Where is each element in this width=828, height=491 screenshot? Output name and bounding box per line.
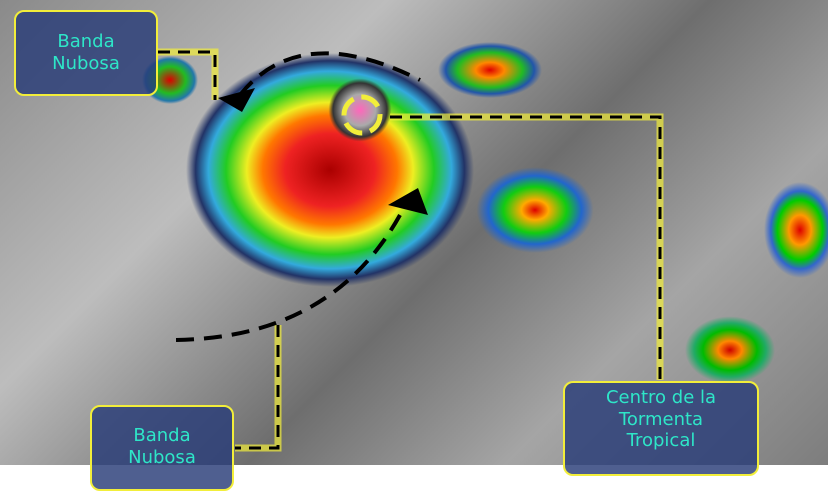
spiral-arc-top <box>238 51 421 97</box>
label-band-top-line1: Banda <box>57 31 115 53</box>
label-band-bottom-line1: Banda <box>133 425 191 446</box>
label-storm-center: Centro de la Tormenta Tropical <box>563 381 759 476</box>
leader-line-band-bottom <box>235 325 282 452</box>
label-band-top-line2: Nubosa <box>52 53 120 74</box>
label-storm-center-line2: Tormenta <box>618 408 704 430</box>
label-band-top: Banda Nubosa <box>14 10 158 96</box>
label-storm-center-line3: Tropical <box>626 430 696 452</box>
spiral-arc-bottom <box>169 214 402 342</box>
arrow-head-top-icon <box>218 88 255 112</box>
label-band-bottom: Banda Nubosa <box>90 405 234 491</box>
storm-center-marker <box>341 94 383 136</box>
label-storm-center-line1: Centro de la <box>605 387 717 408</box>
leader-line-center <box>390 113 664 380</box>
annotation-overlay <box>158 48 664 452</box>
label-band-bottom-line2: Nubosa <box>128 446 196 468</box>
arrow-head-bottom-icon <box>388 188 428 215</box>
leader-line-band-top <box>158 48 219 100</box>
